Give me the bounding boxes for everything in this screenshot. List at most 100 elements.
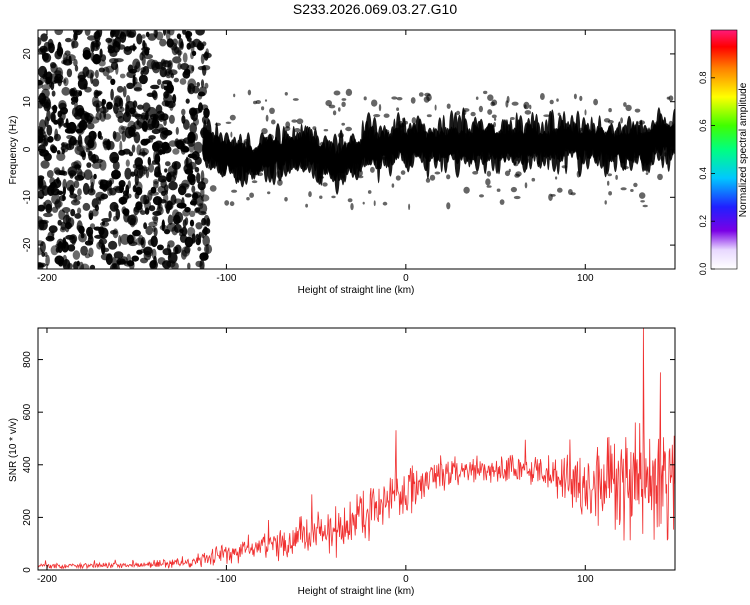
spectrogram-noise-blob — [175, 126, 179, 135]
spectrogram-noise-blob — [179, 78, 187, 85]
spectrogram-ridge-blob — [577, 140, 583, 145]
spectrogram-faint-blob — [487, 94, 494, 101]
spectrogram-noise-blob — [75, 104, 85, 117]
spectrogram-noise-blob — [89, 264, 96, 269]
spectrogram-noise-blob — [83, 83, 88, 90]
spectrogram-noise-blob — [52, 178, 62, 189]
spectrogram-ridge-blob — [663, 136, 667, 142]
spectrogram-ridge-blob — [357, 152, 364, 157]
spectrogram-noise-blob — [98, 226, 105, 236]
spectrogram-noise-blob — [128, 214, 138, 226]
spectrogram-faint-blob — [642, 204, 648, 208]
spectrogram-faint-blob — [668, 95, 674, 102]
spectrogram-noise-blob — [149, 113, 159, 120]
spectrogram-faint-blob — [308, 191, 312, 198]
spectrogram-noise-blob — [43, 131, 47, 141]
spectrogram-noise-blob — [64, 50, 71, 56]
spectrogram-faint-blob — [429, 174, 436, 181]
spectrogram-noise-blob — [78, 225, 85, 234]
spectrogram-noise-blob — [159, 224, 168, 231]
spectrogram-noise-blob — [162, 248, 172, 256]
spectrogram-faint-blob — [446, 202, 451, 210]
y-tick-label: 800 — [22, 351, 33, 368]
snr-y-ticks: 0 200 400 600 800 — [22, 351, 675, 573]
spectrogram-noise-blob — [127, 180, 131, 189]
spectrogram-noise-blob — [186, 42, 192, 50]
spectrogram-noise-blob — [176, 33, 182, 40]
spectrogram-noise-blob — [140, 112, 148, 120]
spectrogram-noise-blob — [198, 102, 203, 113]
spectrogram-faint-blob — [383, 113, 390, 118]
spectrogram-noise-blob — [88, 130, 97, 141]
spectrogram-noise-blob — [171, 45, 179, 56]
spectrogram-ridge-blob — [526, 144, 531, 149]
y-tick-label: 200 — [22, 509, 33, 526]
spectrogram-noise-blob — [200, 170, 205, 182]
spectrogram-noise-blob — [45, 235, 55, 242]
spectrogram-faint-blob — [479, 194, 484, 198]
spectrogram-faint-blob — [634, 108, 641, 113]
spectrogram-noise-blob — [167, 214, 174, 226]
spectrogram-noise-blob — [124, 210, 129, 217]
spectrogram-noise-blob — [62, 186, 66, 196]
spectrogram-noise-blob — [125, 100, 135, 110]
spectrogram-faint-blob — [425, 178, 431, 183]
spectrogram-faint-blob — [411, 117, 417, 124]
spectrogram-faint-blob — [285, 121, 291, 129]
spectrogram-ridge-blob — [225, 154, 232, 160]
spectrogram-faint-blob — [478, 105, 483, 113]
spectrogram-ridge-blob — [301, 147, 306, 151]
snr-panel: -200 -100 0 100 0 200 400 600 800 Height of str… — [8, 327, 676, 597]
spectrogram-noise-blob — [62, 237, 67, 249]
spectrogram-ridge-blob — [604, 142, 611, 148]
spectrogram-faint-blob — [491, 114, 497, 119]
spectrogram-noise-blob — [194, 133, 198, 141]
spectrogram-noise-blob — [114, 36, 121, 48]
spectrogram-noise-blob — [59, 226, 66, 233]
spectrogram-faint-blob — [333, 90, 341, 96]
spectrogram-faint-blob — [284, 92, 288, 96]
colorbar-tick-label: 0.6 — [698, 119, 708, 132]
spectrogram-noise-blob — [54, 70, 62, 76]
spectrogram-noise-blob — [99, 111, 106, 122]
spectrogram-noise-blob — [39, 149, 50, 157]
spectrogram-noise-blob — [117, 115, 125, 124]
spectrogram-noise-blob — [91, 208, 99, 217]
spectrogram-faint-blob — [607, 173, 612, 177]
spectrogram-noise-blob — [172, 94, 177, 104]
spectrogram-noise-blob — [51, 193, 61, 205]
spectrogram-noise-blob — [157, 162, 161, 175]
spectrogram-noise-blob — [39, 119, 46, 131]
colorbar-tick-label: 0.8 — [698, 72, 708, 85]
spectrogram-noise-blob — [128, 45, 137, 51]
spectrogram-noise-blob — [38, 65, 48, 78]
spectrogram-noise-blob — [143, 194, 148, 205]
spectrogram-faint-blob — [472, 171, 479, 175]
spectrogram-noise-blob — [99, 48, 103, 58]
spectrogram-noise-blob — [67, 121, 77, 134]
spectrogram-noise-blob — [110, 230, 118, 235]
spectrogram-noise-blob — [118, 106, 125, 113]
spectrogram-ridge-blob — [384, 137, 389, 145]
spectrogram-noise-blob — [169, 101, 174, 111]
spectrogram-noise-blob — [202, 252, 207, 260]
spectrogram-noise-blob — [92, 100, 103, 108]
spectrogram-faint-blob — [446, 174, 451, 180]
spectrogram-ridge-blob — [473, 143, 477, 148]
spectrogram-noise-blob — [184, 193, 192, 198]
spectrogram-noise-blob — [143, 42, 148, 55]
spectrogram-faint-blob — [209, 185, 217, 192]
spectrogram-noise-blob — [147, 189, 153, 201]
spectrogram-noise-blob — [202, 235, 210, 247]
spectrogram-faint-blob — [608, 108, 612, 113]
spectrogram-noise-blob — [195, 222, 203, 230]
spectrogram-noise-blob — [153, 30, 158, 38]
spectrogram-noise-blob — [43, 212, 53, 218]
spectrogram-faint-blob — [395, 175, 401, 181]
spectrogram-ridge-blob — [315, 153, 320, 157]
spectrogram-noise-blob — [40, 160, 50, 169]
spectrogram-noise-blob — [183, 119, 190, 130]
spectrogram-ridge-blob — [273, 153, 279, 159]
spectrogram-noise-blob — [166, 260, 176, 268]
spectrogram-noise-blob — [143, 222, 148, 230]
